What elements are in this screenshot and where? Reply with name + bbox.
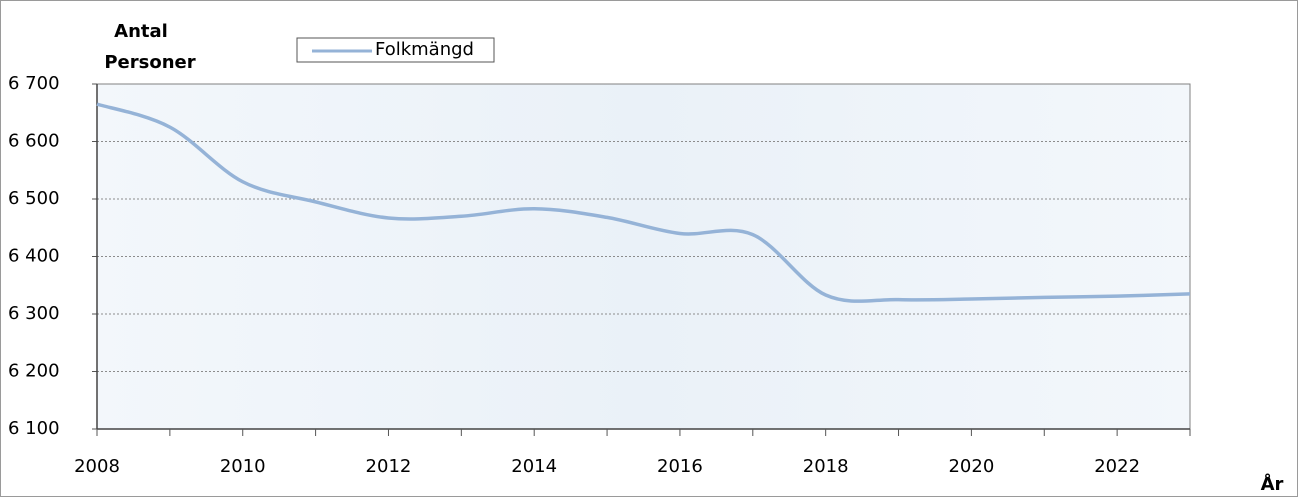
legend-box bbox=[296, 37, 495, 63]
x-tick-label: 2020 bbox=[948, 456, 994, 477]
y-label: Antal bbox=[114, 21, 168, 42]
x-tick-label: 2010 bbox=[220, 456, 266, 477]
x-label: År bbox=[1261, 472, 1284, 495]
y-tick-label: 6 700 bbox=[8, 73, 60, 94]
x-tick-label: 2022 bbox=[1094, 456, 1140, 477]
x-tick-label: 2016 bbox=[657, 456, 703, 477]
y-tick-label: 6 400 bbox=[8, 246, 60, 267]
line-series bbox=[96, 102, 1191, 303]
y-tick-label: 6 200 bbox=[8, 361, 60, 382]
x-tick-label: 2012 bbox=[366, 456, 412, 477]
x-tick-label: 2008 bbox=[74, 456, 120, 477]
y-tick-label: 6 600 bbox=[8, 131, 60, 152]
y-tick-label: 6 300 bbox=[8, 303, 60, 324]
x-tick-label: 2014 bbox=[511, 456, 557, 477]
legend: Folkmängd bbox=[296, 37, 495, 63]
plot-area bbox=[96, 83, 1191, 430]
y-label: Personer bbox=[104, 52, 195, 73]
x-tick-label: 2018 bbox=[803, 456, 849, 477]
legend-label: Folkmängd bbox=[375, 39, 474, 60]
y-tick-label: 6 100 bbox=[8, 418, 60, 439]
y-tick-label: 6 500 bbox=[8, 188, 60, 209]
